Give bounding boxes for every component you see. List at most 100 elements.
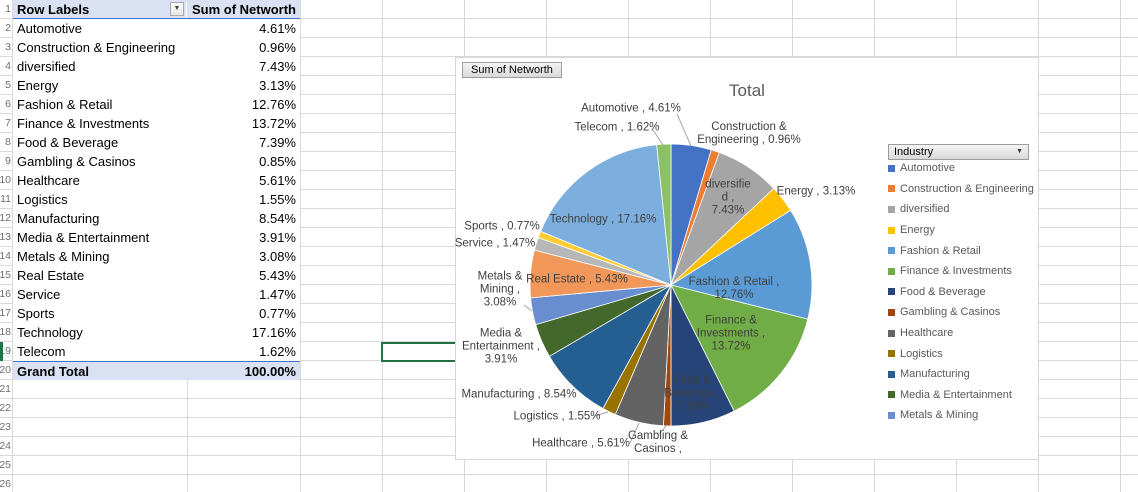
legend-item-logistics[interactable]: Logistics <box>888 343 1038 364</box>
pivot-row-finance-investments[interactable]: Finance & Investments 13.72% <box>13 114 300 133</box>
pivot-row-technology[interactable]: Technology 17.16% <box>13 323 300 342</box>
pivot-row-fashion-retail[interactable]: Fashion & Retail 12.76% <box>13 95 300 114</box>
row-header-22[interactable]: 22 <box>0 402 11 414</box>
row-header-5[interactable]: 5 <box>5 79 11 91</box>
pie-slice-finance-investments[interactable] <box>670 284 809 412</box>
value-field-button[interactable]: Sum of Networth <box>462 62 562 78</box>
pivot-row-healthcare[interactable]: Healthcare 5.61% <box>13 171 300 190</box>
legend-swatch-icon <box>888 350 895 358</box>
pie-label-finance-investments: Fashion & Retail , 12.76% <box>688 276 780 301</box>
legend-item-healthcare[interactable]: Healthcare <box>888 323 1038 344</box>
pivot-row-diversified[interactable]: diversified 7.43% <box>13 57 300 76</box>
legend-item-gambling-casinos[interactable]: Gambling & Casinos <box>888 302 1038 323</box>
pivot-chart[interactable]: Sum of Networth Total Automotive , 4.61%… <box>455 57 1039 460</box>
pivot-row-metals-mining[interactable]: Metals & Mining 3.08% <box>13 247 300 266</box>
pivot-row-label: diversified <box>17 59 76 74</box>
row-header-7[interactable]: 7 <box>5 117 11 129</box>
row-header-strip[interactable]: 1 2 3 4 5 6 7 8 9 10 11 12 13 14 15 16 17 18 19 20 21 22 23 24 2… <box>0 0 12 492</box>
pivot-grand-total-row[interactable]: Grand Total 100.00% <box>13 361 300 380</box>
legend-item-media-entertainment[interactable]: Media & Entertainment <box>888 385 1038 406</box>
pivot-row-value: 5.61% <box>259 173 296 188</box>
pie-label-service: Real Estate , 5.43% <box>526 273 628 286</box>
gridline <box>300 0 301 492</box>
legend-swatch-icon <box>888 411 895 419</box>
pie-slice-telecom[interactable] <box>656 143 672 286</box>
legend-field-button[interactable]: Industry ▼ <box>888 144 1029 160</box>
row-header-8[interactable]: 8 <box>5 136 11 148</box>
row-header-11[interactable]: 11 <box>0 193 11 205</box>
pie-label-metals-mining: Media & Entertainment , 3.91% <box>462 327 540 366</box>
row-header-14[interactable]: 14 <box>0 250 11 262</box>
legend-label: Fashion & Retail <box>900 244 981 257</box>
row-header-1[interactable]: 1 <box>5 3 11 15</box>
label-leader-line <box>652 129 664 146</box>
row-header-10[interactable]: 10 <box>0 174 11 186</box>
pie-label-telecom: Technology , 17.16% <box>549 213 657 226</box>
pivot-row-label: Sports <box>17 306 55 321</box>
pivot-row-telecom[interactable]: Telecom 1.62% <box>13 342 300 361</box>
row-header-13[interactable]: 13 <box>0 231 11 243</box>
legend-item-metals-mining[interactable]: Metals & Mining <box>888 405 1038 426</box>
pivot-row-construction-engineering[interactable]: Construction & Engineering 0.96% <box>13 38 300 57</box>
label-leader-line <box>523 304 533 312</box>
row-header-15[interactable]: 15 <box>0 269 11 281</box>
pivot-row-automotive[interactable]: Automotive 4.61% <box>13 19 300 38</box>
legend-item-manufacturing[interactable]: Manufacturing <box>888 364 1038 385</box>
row-header-3[interactable]: 3 <box>5 41 11 53</box>
row-header-26[interactable]: 26 <box>0 478 11 490</box>
row-header-6[interactable]: 6 <box>5 98 11 110</box>
pivot-row-logistics[interactable]: Logistics 1.55% <box>13 190 300 209</box>
pivot-row-gambling-casinos[interactable]: Gambling & Casinos 0.85% <box>13 152 300 171</box>
pivot-header-values: Sum of Networth <box>192 1 296 17</box>
legend-item-finance-investments[interactable]: Finance & Investments <box>888 261 1038 282</box>
pivot-row-label: Automotive <box>17 21 83 36</box>
pie-label-construction-engineering: Telecom , 1.62% <box>574 121 660 134</box>
legend-swatch-icon <box>888 185 895 193</box>
legend-item-food-beverage[interactable]: Food & Beverage <box>888 282 1038 303</box>
legend-label: Food & Beverage <box>900 285 986 298</box>
pivot-header-row: Row Labels ▼ Sum of Networth <box>13 0 300 19</box>
pie-label-real-estate: Metals & Mining , 3.08% <box>477 270 523 309</box>
row-header-18[interactable]: 18 <box>0 326 11 338</box>
label-leader-line <box>629 422 640 444</box>
row-header-21[interactable]: 21 <box>0 383 11 395</box>
pivot-row-food-beverage[interactable]: Food & Beverage 7.39% <box>13 133 300 152</box>
legend-item-construction-engineering[interactable]: Construction & Engineering <box>888 179 1038 200</box>
filter-dropdown-icon[interactable]: ▼ <box>170 2 184 16</box>
legend-item-energy[interactable]: Energy <box>888 220 1038 241</box>
chevron-down-icon: ▼ <box>1016 148 1023 155</box>
pivot-row-sports[interactable]: Sports 0.77% <box>13 304 300 323</box>
legend-swatch-icon <box>888 205 895 213</box>
row-header-24[interactable]: 24 <box>0 440 11 452</box>
legend-item-fashion-retail[interactable]: Fashion & Retail <box>888 240 1038 261</box>
pivot-row-value: 7.43% <box>259 59 296 74</box>
chart-legend: Automotive Construction & Engineering dive… <box>888 158 1038 426</box>
pie-label-manufacturing: Logistics , 1.55% <box>513 410 601 423</box>
grand-total-label: Grand Total <box>17 363 89 379</box>
pivot-row-service[interactable]: Service 1.47% <box>13 285 300 304</box>
legend-item-automotive[interactable]: Automotive <box>888 158 1038 179</box>
pie-label-diversified: Construction & Engineering , 0.96% <box>697 121 801 146</box>
row-header-4[interactable]: 4 <box>5 60 11 72</box>
pivot-row-manufacturing[interactable]: Manufacturing 8.54% <box>13 209 300 228</box>
row-header-17[interactable]: 17 <box>0 307 11 319</box>
pivot-row-media-entertainment[interactable]: Media & Entertainment 3.91% <box>13 228 300 247</box>
pie-slice-technology[interactable] <box>540 144 672 286</box>
pivot-row-energy[interactable]: Energy 3.13% <box>13 76 300 95</box>
legend-item-diversified[interactable]: diversified <box>888 199 1038 220</box>
pie-slice-fashion-retail[interactable] <box>669 209 813 320</box>
row-header-19[interactable]: 19 <box>0 345 11 357</box>
row-header-25[interactable]: 25 <box>0 459 11 471</box>
row-header-20[interactable]: 20 <box>0 364 11 376</box>
pivot-row-real-estate[interactable]: Real Estate 5.43% <box>13 266 300 285</box>
row-header-23[interactable]: 23 <box>0 421 11 433</box>
row-header-9[interactable]: 9 <box>5 155 11 167</box>
pivot-row-value: 1.55% <box>259 192 296 207</box>
row-header-12[interactable]: 12 <box>0 212 11 224</box>
row-header-16[interactable]: 16 <box>0 288 11 300</box>
pivot-row-value: 8.54% <box>259 211 296 226</box>
row-header-2[interactable]: 2 <box>5 22 11 34</box>
pivot-row-label: Metals & Mining <box>17 249 110 264</box>
chart-title[interactable]: Total <box>729 81 765 100</box>
legend-swatch-icon <box>888 288 895 296</box>
